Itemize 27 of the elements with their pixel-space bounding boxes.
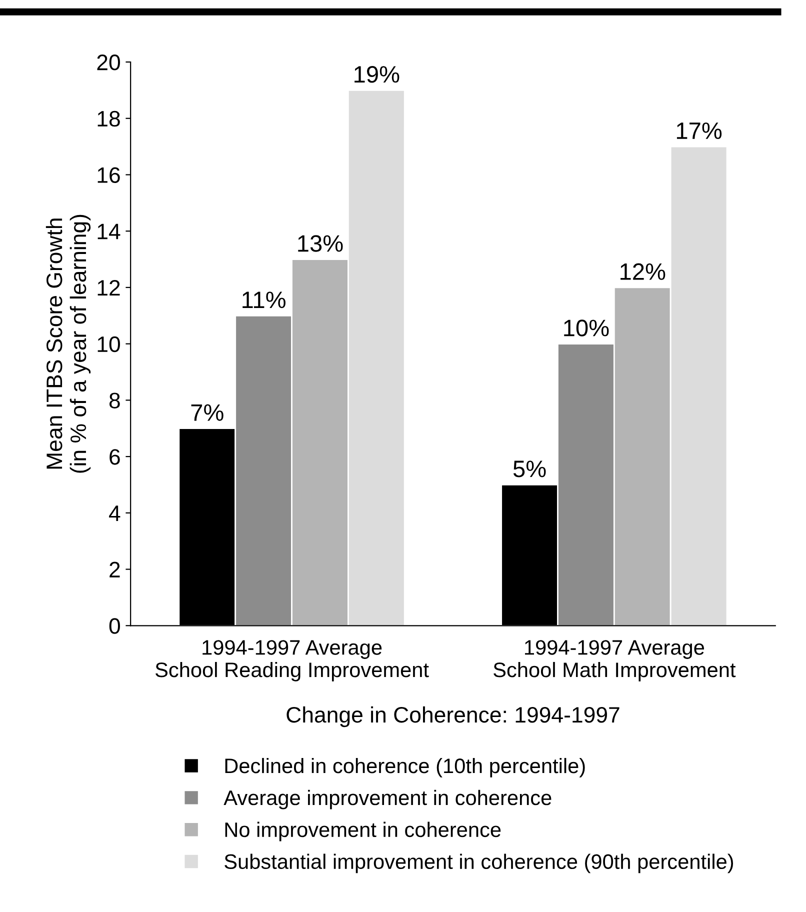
legend-label: No improvement in coherence — [225, 822, 501, 842]
legend-label: Average improvement in coherence — [224, 790, 552, 810]
legend-label: Declined in coherence (10th percentile) — [225, 758, 585, 778]
data-label: 11% — [242, 292, 286, 308]
y-axis-title: Mean ITBS Score Growth (in % of a year of learning) — [46, 214, 91, 473]
y-tick-label: 2 — [110, 562, 120, 578]
y-tick-label: 8 — [109, 392, 120, 408]
y-tick-label: 16 — [98, 167, 120, 184]
x-tick-label: 1994-1997 Average School Math Improvement — [494, 640, 736, 682]
data-label: 7% — [191, 404, 224, 421]
data-label: 12% — [620, 263, 666, 280]
legend-label: Substantial improvement in coherence (90th percentile) — [224, 854, 734, 874]
y-tick-label: 0 — [109, 618, 120, 634]
y-tick-label: 10 — [98, 336, 120, 352]
y-tick-label: 20 — [97, 54, 120, 70]
data-label: 10% — [564, 320, 609, 336]
data-label: 13% — [298, 235, 343, 252]
y-tick-label: 14 — [98, 224, 120, 240]
x-axis-title: Change in Coherence: 1994-1997 — [286, 706, 620, 728]
y-tick-label: 18 — [98, 110, 120, 127]
y-tick-label: 4 — [109, 506, 120, 521]
data-label: 19% — [354, 66, 400, 83]
data-label: 5% — [513, 460, 546, 478]
x-tick-label: 1994-1997 Average School Reading Improvement — [156, 640, 429, 682]
data-label: 17% — [676, 122, 722, 140]
y-tick-label: 6 — [110, 449, 120, 465]
y-tick-label: 12 — [98, 280, 120, 296]
